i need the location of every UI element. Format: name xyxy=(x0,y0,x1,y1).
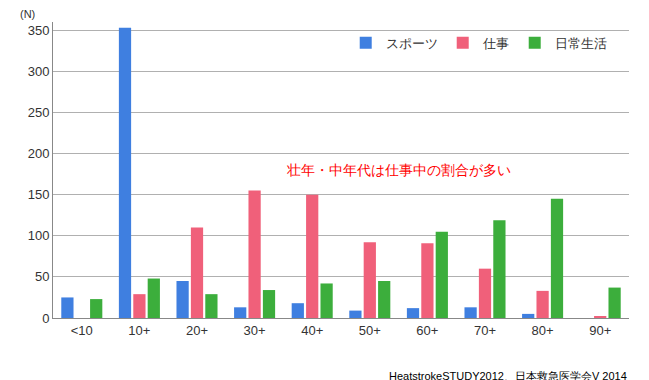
svg-text:日常生活: 日常生活 xyxy=(555,36,607,51)
svg-text:スポーツ: スポーツ xyxy=(386,36,438,51)
svg-text:100: 100 xyxy=(28,228,50,243)
svg-text:40+: 40+ xyxy=(301,323,323,338)
svg-text:50: 50 xyxy=(35,269,49,284)
svg-text:60+: 60+ xyxy=(416,323,438,338)
svg-text:90+: 90+ xyxy=(589,323,611,338)
svg-text:0: 0 xyxy=(42,311,49,326)
svg-text:10+: 10+ xyxy=(128,323,150,338)
svg-text:30+: 30+ xyxy=(244,323,266,338)
svg-text:80+: 80+ xyxy=(532,323,554,338)
svg-text:<10: <10 xyxy=(71,323,93,338)
svg-text:壮年・中年代は仕事中の割合が多い: 壮年・中年代は仕事中の割合が多い xyxy=(286,162,511,178)
svg-text:HeatstrokeSTUDY2012、日本救急医学会V 2: HeatstrokeSTUDY2012、日本救急医学会V 2014 xyxy=(389,370,627,380)
svg-text:350: 350 xyxy=(28,23,50,38)
svg-text:250: 250 xyxy=(28,105,50,120)
svg-text:70+: 70+ xyxy=(474,323,496,338)
svg-text:(N): (N) xyxy=(20,8,35,20)
svg-text:150: 150 xyxy=(28,187,50,202)
svg-text:仕事: 仕事 xyxy=(482,36,509,51)
svg-text:50+: 50+ xyxy=(359,323,381,338)
svg-text:200: 200 xyxy=(28,146,50,161)
svg-text:300: 300 xyxy=(28,64,50,79)
svg-text:20+: 20+ xyxy=(186,323,208,338)
